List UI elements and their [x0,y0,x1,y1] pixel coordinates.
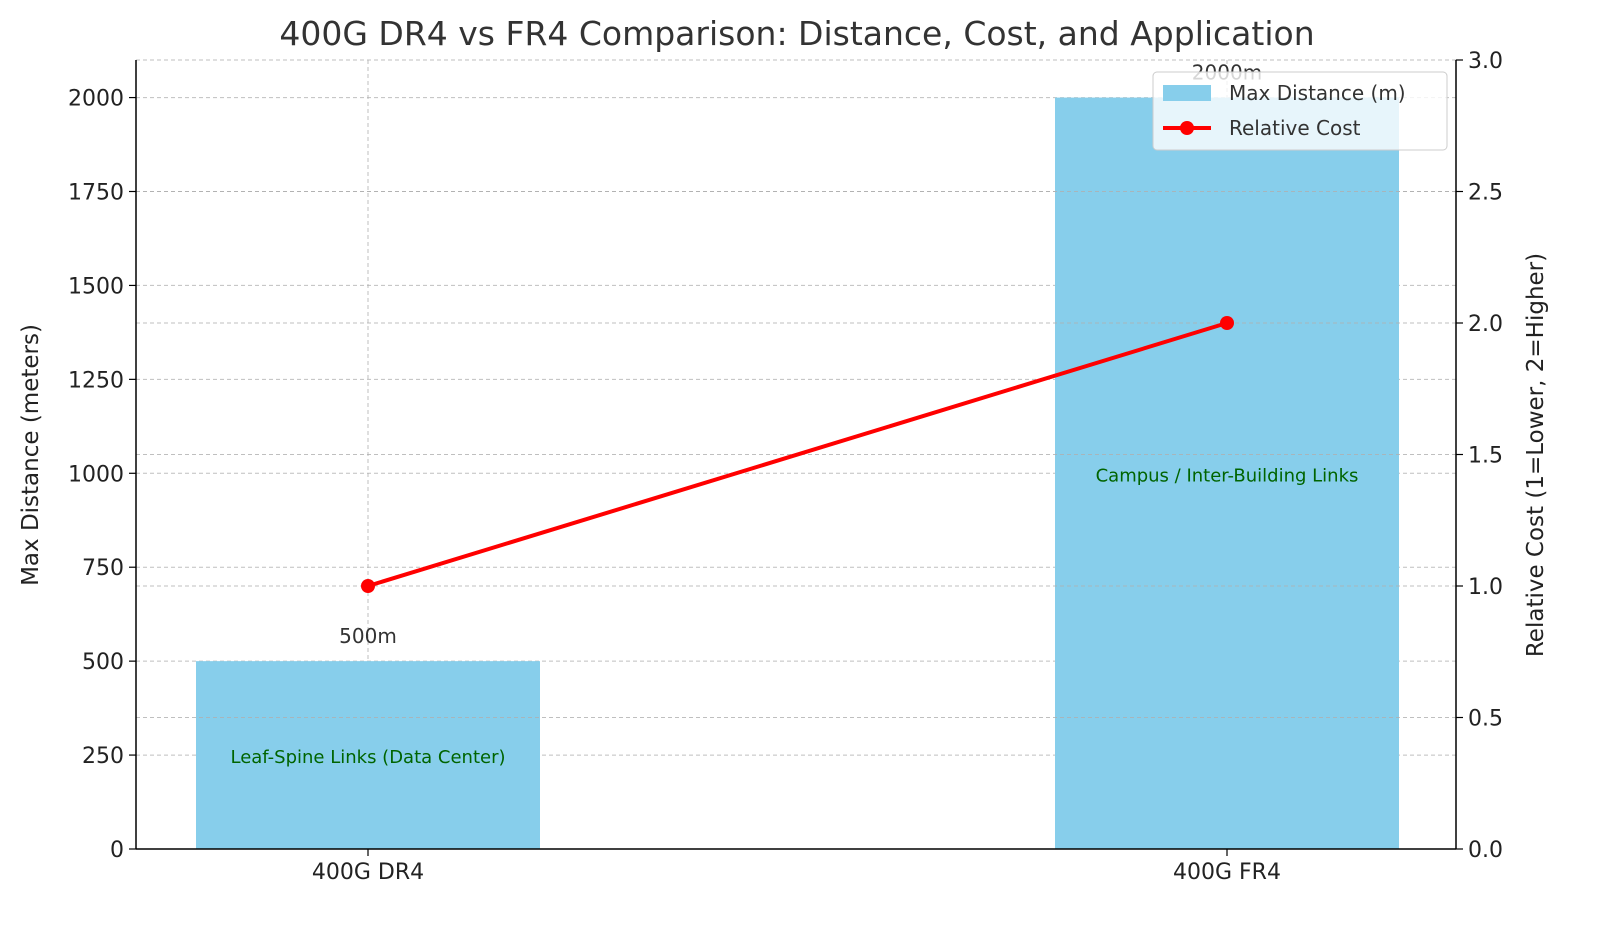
y-tick-label: 500 [82,650,124,675]
application-annotation: Leaf-Spine Links (Data Center) [230,747,505,768]
y-tick-label: 750 [82,556,124,581]
cost-line [367,321,1228,588]
legend-box [1152,71,1448,151]
y2-tick-label: 1.0 [1468,575,1503,600]
y2-tick-label: 2.5 [1468,181,1503,206]
legend-marker [1180,121,1194,135]
y-tick-label: 250 [82,744,124,769]
y2-tick-label: 3.0 [1468,49,1503,74]
bar [1055,97,1399,850]
legend-bar-swatch [1163,85,1211,101]
cost-point [1220,316,1234,330]
y2-axis-label: Relative Cost (1=Lower, 2=Higher) [1523,253,1549,657]
x-tick-label: 400G FR4 [1173,860,1281,885]
cost-point [361,579,375,593]
y-tick-label: 2000 [68,87,124,112]
bar [196,661,540,849]
legend-label: Max Distance (m) [1229,81,1406,105]
y-tick-label: 0 [110,838,124,863]
legend-label: Relative Cost [1229,116,1361,140]
y-tick-label: 1750 [68,181,124,206]
y-tick-label: 1500 [68,274,124,299]
bar-value-label: 500m [339,624,397,648]
x-tick-label: 400G DR4 [312,860,424,885]
y2-tick-label: 0.0 [1468,838,1503,863]
application-annotation: Campus / Inter-Building Links [1096,465,1359,486]
y-tick-label: 1250 [68,368,124,393]
y-tick-label: 1000 [68,462,124,487]
y2-tick-label: 1.5 [1468,444,1503,469]
y2-tick-label: 2.0 [1468,312,1503,337]
chart-title: 400G DR4 vs FR4 Comparison: Distance, Co… [279,14,1314,53]
y2-tick-label: 0.5 [1468,707,1503,732]
y-axis-label: Max Distance (meters) [18,324,44,586]
